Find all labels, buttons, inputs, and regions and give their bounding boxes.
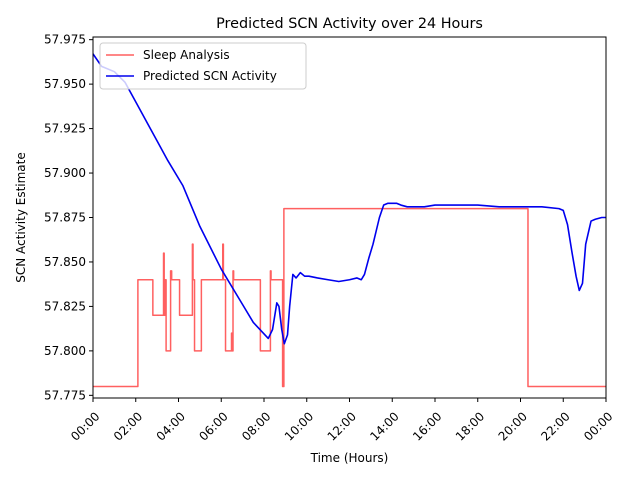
y-tick-label: 57.875 [44,211,86,225]
x-axis-title: Time (Hours) [310,451,389,465]
legend-label: Sleep Analysis [143,48,230,62]
chart-title: Predicted SCN Activity over 24 Hours [216,16,483,32]
series-line-predicted-scn-activity [92,53,606,345]
y-tick-label: 57.950 [44,77,86,91]
y-tick-label: 57.850 [44,255,86,269]
y-tick-label: 57.925 [44,122,86,136]
y-tick-label: 57.800 [44,344,86,358]
legend-label: Predicted SCN Activity [143,69,277,83]
y-tick-label: 57.975 [44,33,86,47]
y-tick-label: 57.775 [44,388,86,402]
series-line-sleep-analysis [93,207,606,388]
legend: Sleep Analysis Predicted SCN Activity [99,42,307,90]
legend-box [99,42,307,90]
y-tick-label: 57.825 [44,299,86,313]
plot-area [92,53,606,388]
y-tick-label: 57.900 [44,166,86,180]
y-axis-title: SCN Activity Estimate [14,152,28,282]
